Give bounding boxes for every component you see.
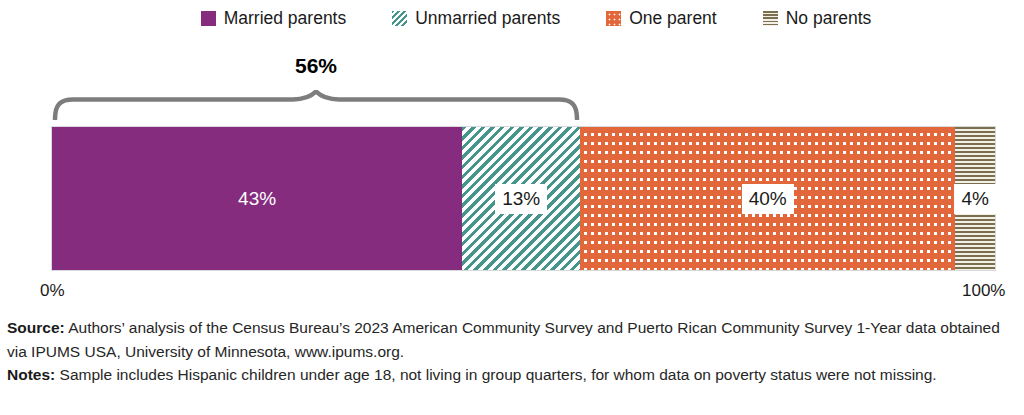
bar-segment-unmarried-parents-value: 13% (495, 184, 547, 214)
bracket-brace (52, 90, 580, 120)
bar-segment-one-parent-value: 40% (742, 184, 794, 214)
legend-item-one-parent: One parent (606, 8, 717, 29)
legend-swatch-unmarried-parents-icon (392, 11, 407, 26)
notes-line: Notes: Sample includes Hispanic children… (7, 363, 1019, 387)
source-text: Authors’ analysis of the Census Bureau’s… (7, 319, 1000, 360)
legend-label-married-parents: Married parents (224, 8, 347, 29)
legend-item-unmarried-parents: Unmarried parents (392, 8, 560, 29)
legend-swatch-married-parents-icon (201, 11, 216, 26)
legend-item-no-parents: No parents (763, 8, 872, 29)
source-label: Source: (7, 319, 65, 336)
bar-segment-no-parents-value: 4% (954, 184, 995, 214)
bar-segment-one-parent: 40% (580, 127, 955, 270)
x-axis-min-label: 0% (40, 281, 65, 301)
bar-segment-married-parents-value: 43% (238, 188, 276, 210)
stacked-bar: 43% 13% 40% 4% (52, 127, 995, 270)
legend-swatch-one-parent-icon (606, 11, 621, 26)
legend-label-one-parent: One parent (629, 8, 717, 29)
source-line: Source: Authors’ analysis of the Census … (7, 316, 1019, 363)
bracket-annotation-label: 56% (52, 54, 580, 78)
notes-label: Notes: (7, 366, 55, 383)
bar-segment-no-parents: 4% (955, 127, 995, 270)
chart-legend: Married parents Unmarried parents One pa… (24, 8, 1024, 29)
bar-segment-married-parents: 43% (52, 127, 462, 270)
x-axis-max-label: 100% (962, 281, 1005, 301)
legend-item-married-parents: Married parents (201, 8, 347, 29)
legend-label-unmarried-parents: Unmarried parents (415, 8, 560, 29)
bar-segment-unmarried-parents: 13% (462, 127, 580, 270)
legend-swatch-no-parents-icon (763, 11, 778, 26)
legend-label-no-parents: No parents (786, 8, 872, 29)
notes-text: Sample includes Hispanic children under … (55, 366, 936, 383)
chart-footer: Source: Authors’ analysis of the Census … (7, 316, 1019, 387)
